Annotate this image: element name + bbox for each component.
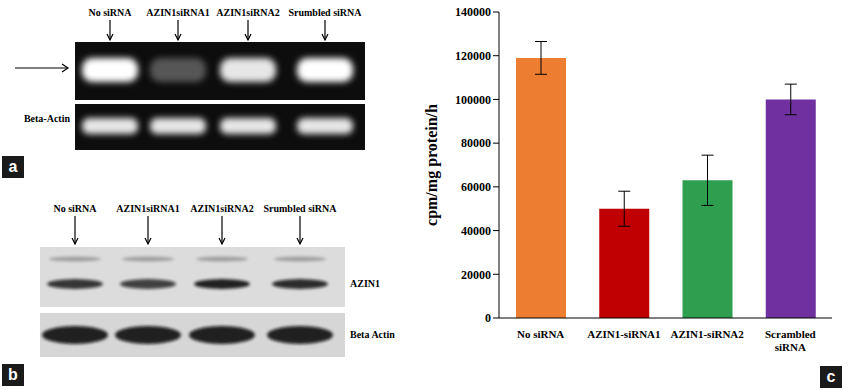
svg-text:No siRNA: No siRNA: [88, 7, 132, 18]
svg-text:Srumbled siRNA: Srumbled siRNA: [288, 7, 362, 18]
svg-text:a: a: [9, 158, 18, 175]
svg-text:100000: 100000: [455, 93, 491, 107]
svg-text:120000: 120000: [455, 49, 491, 63]
svg-text:60000: 60000: [461, 180, 491, 194]
svg-text:AZIN1siRNA2: AZIN1siRNA2: [216, 7, 279, 18]
svg-text:Beta-Actin: Beta-Actin: [24, 113, 71, 124]
svg-text:40000: 40000: [461, 224, 491, 238]
svg-text:ScrambledsiRNA: ScrambledsiRNA: [765, 328, 816, 353]
svg-text:AZIN1-siRNA2: AZIN1-siRNA2: [670, 328, 744, 340]
svg-text:c: c: [827, 368, 836, 385]
svg-text:No siRNA: No siRNA: [517, 328, 564, 340]
svg-text:Srumbled siRNA: Srumbled siRNA: [263, 203, 337, 214]
svg-text:AZIN1-siRNA1: AZIN1-siRNA1: [587, 328, 660, 340]
svg-text:0: 0: [485, 311, 491, 325]
svg-text:No siRNA: No siRNA: [53, 203, 97, 214]
svg-text:AZIN1siRNA2: AZIN1siRNA2: [190, 203, 253, 214]
svg-text:80000: 80000: [461, 136, 491, 150]
svg-text:AZIN1: AZIN1: [350, 278, 380, 289]
svg-text:cpm/mg protein/h: cpm/mg protein/h: [423, 104, 441, 226]
svg-text:Beta Actin: Beta Actin: [350, 329, 395, 340]
svg-text:20000: 20000: [461, 268, 491, 282]
svg-text:AZIN1siRNA1: AZIN1siRNA1: [116, 203, 179, 214]
svg-text:AZIN1siRNA1: AZIN1siRNA1: [146, 7, 209, 18]
svg-text:140000: 140000: [455, 5, 491, 19]
svg-text:b: b: [8, 366, 18, 383]
